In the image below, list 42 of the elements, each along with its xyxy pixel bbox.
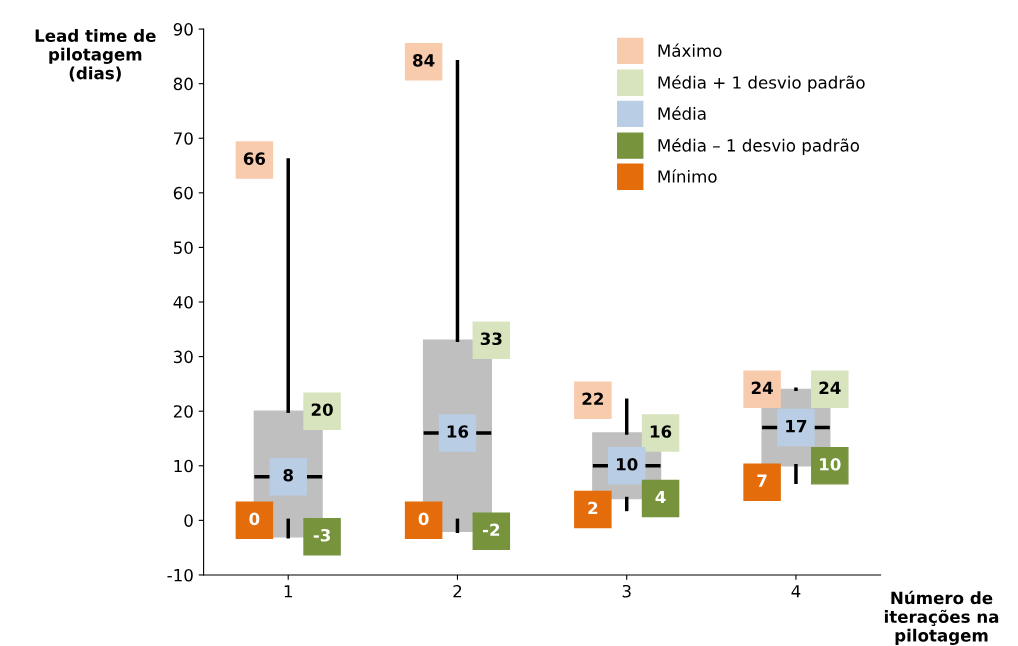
y-tick-label: 10: [174, 459, 193, 473]
x-tick-label: 3: [622, 584, 631, 598]
data-label: 24: [751, 381, 773, 394]
data-label: 10: [820, 458, 841, 471]
data-label: 7: [757, 474, 767, 487]
data-label: 2: [588, 501, 598, 515]
data-label: 17: [786, 420, 807, 433]
x-axis-title: Número de iterações na pilotagem: [884, 590, 999, 646]
data-label: 10: [616, 458, 638, 471]
legend-label: Mínimo: [658, 169, 717, 183]
y-tick-label: 70: [174, 132, 193, 145]
data-label: 0: [249, 512, 260, 526]
data-label: 4: [655, 490, 666, 504]
legend-label: Máximo: [658, 43, 722, 57]
y-tick-label: 30: [173, 350, 193, 364]
y-tick-label: 50: [173, 241, 193, 254]
y-tick-label: 20: [173, 405, 193, 418]
data-label: 84: [413, 54, 435, 67]
data-label: 16: [650, 425, 672, 438]
data-label: 8: [283, 468, 293, 482]
y-axis-title: Lead time de pilotagem (dias): [35, 29, 156, 82]
data-label: 66: [243, 152, 266, 165]
data-label: 16: [447, 425, 469, 438]
legend-label: Média + 1 desvio padrão: [658, 75, 865, 92]
data-label: 22: [582, 392, 604, 405]
data-label: 24: [819, 381, 841, 394]
y-tick-label: 40: [173, 295, 193, 309]
y-tick-label: 60: [173, 186, 193, 200]
data-label: 0: [418, 512, 429, 526]
x-tick-label: 2: [453, 584, 462, 598]
y-tick-label: 90: [173, 23, 193, 36]
y-tick-label: -10: [167, 568, 193, 582]
data-label: -3: [313, 528, 330, 542]
x-tick-label: 1: [284, 585, 292, 598]
x-tick-label: 4: [791, 585, 801, 598]
legend-label: Média – 1 desvio padrão: [658, 138, 860, 155]
data-label: 20: [311, 403, 333, 417]
data-label: -2: [482, 523, 500, 536]
y-tick-label: 0: [184, 514, 193, 527]
y-tick-label: 80: [173, 77, 193, 91]
data-label: 33: [480, 332, 502, 346]
legend-label: Média: [658, 106, 706, 120]
